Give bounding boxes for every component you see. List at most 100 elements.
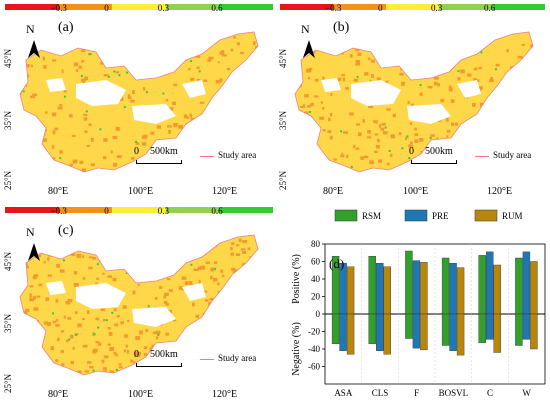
scale-label: 500km [150,146,178,157]
map-panel-b: −0.3 0 0.3 0.6 (b) N 45°N 35°N 25°N 80°E 100°E 120°… [275,0,550,200]
colorbar-segment [333,4,386,10]
bar-negative-rsm [441,313,450,346]
longitude-label: 100°E [128,186,154,197]
legend-swatch-pre [404,209,428,222]
latitude-label: 45°N [278,48,288,68]
colorbar-tick-label: −0.3 [50,206,67,216]
longitude-label: 120°E [212,186,238,197]
bar-negative-rum [383,313,391,355]
legend-line-study-area [200,156,214,157]
bar-negative-rsm [331,313,340,344]
colorbar-tick-label: 0 [104,206,109,216]
region-map [19,31,259,173]
north-label: N [26,22,35,36]
colorbar-segment [165,207,220,213]
colorbar-segment [280,4,333,10]
north-label: N [26,225,35,239]
latitude-label: 45°N [3,251,13,271]
x-tick-label: C [487,388,493,398]
scale-zero: 0 [409,146,414,157]
bar-positive-pre [486,251,494,315]
colorbar-tick-label: 0 [378,3,383,13]
colorbar-tick-label: 0.6 [484,3,496,13]
legend-label-study-area: Study area [218,150,257,160]
bar-positive-pre [376,263,384,315]
bar-positive-rsm [368,256,376,315]
latitude-label: 45°N [3,48,13,68]
colorbar-segment [112,207,166,213]
bar-negative-rsm [478,313,486,344]
bar-positive-rsm [478,255,486,315]
scale-bar [411,160,457,164]
panel-label: (d) [329,256,344,271]
colorbar-segment [492,4,545,10]
bar-negative-pre [449,313,457,351]
bar-positive-rum [346,266,355,315]
panel-label: (a) [58,20,74,35]
legend-swatch-rsm [334,209,358,222]
colorbar-segment [5,207,59,213]
scale-zero: 0 [134,349,139,360]
y-tick-label: 40 [311,274,321,284]
north-arrow-icon [26,30,42,60]
y-tick-label: 20 [311,292,321,302]
colorbar-tick-label: 0.6 [211,206,223,216]
scale-zero: 0 [134,146,139,157]
colorbar-tick-label: 0.3 [157,3,170,13]
y-axis-title-negative: Negative (%) [291,322,302,376]
map-panel-c: −0.3 0 0.3 0.6 (c) N 45°N 35°N 25°N 80°E 100°E 120°… [0,203,278,401]
colorbar-tick-label: −0.3 [50,3,67,13]
north-arrow-icon [301,30,317,60]
latitude-label: 35°N [3,110,13,130]
bar-positive-rsm [441,257,450,315]
legend-swatch-rum [474,209,498,222]
latitude-label: 25°N [3,170,13,190]
longitude-label: 80°E [323,186,344,197]
x-tick-label: W [522,388,531,398]
colorbar-segment [58,207,113,213]
y-tick-label: 80 [311,239,321,249]
colorbar-segment [5,4,59,10]
north-label: N [301,22,310,36]
colorbar-tick-label: 0.3 [431,3,443,13]
colorbar [5,4,273,10]
panel-label: (c) [58,223,74,238]
x-tick-label: ASA [334,388,353,398]
bar-negative-rum [456,313,465,356]
x-tick-label: CLS [372,388,389,398]
legend-label-rsm: RSM [362,211,381,221]
bar-negative-pre [486,313,494,340]
latitude-label: 25°N [278,170,288,190]
bar-negative-rum [493,313,501,353]
colorbar-tick-label: −0.3 [325,3,342,13]
latitude-label: 25°N [3,373,13,393]
bar-chart-panel-d: -60 -40 -20 0 20 40 60 80 ASA CLS F BOSVL C W Positive… [283,204,550,401]
legend-label-rum: RUM [502,211,523,221]
longitude-label: 120°E [212,389,238,400]
latitude-label: 35°N [278,110,288,130]
region-map [19,234,259,376]
map-panel-a: −0.3 0 0.3 0.6 (a) N 45°N 35°N 25°N 80°E 100°E 120°… [0,0,278,200]
legend-line-study-area [200,359,214,360]
bar-negative-pre [339,313,347,351]
bar-negative-rum [530,313,538,350]
y-tick-label: -60 [308,362,320,372]
bar-positive-rsm [405,250,413,315]
region-map [294,31,534,173]
scale-label: 500km [150,349,178,360]
colorbar-segment [58,4,113,10]
y-tick-label: -20 [308,327,320,337]
north-arrow-icon [26,233,42,263]
x-tick-label: BOSVL [439,388,469,398]
longitude-label: 120°E [487,186,513,197]
legend-label-pre: PRE [432,211,449,221]
bar-negative-pre [412,313,421,349]
colorbar-segment [165,4,220,10]
y-axis-title-positive: Positive (%) [291,254,302,304]
bar-positive-pre [412,260,421,315]
legend-label-study-area: Study area [218,353,257,363]
colorbar [280,4,545,10]
longitude-label: 80°E [48,389,69,400]
bar-positive-rum [493,264,501,315]
bar-negative-rsm [368,313,376,344]
